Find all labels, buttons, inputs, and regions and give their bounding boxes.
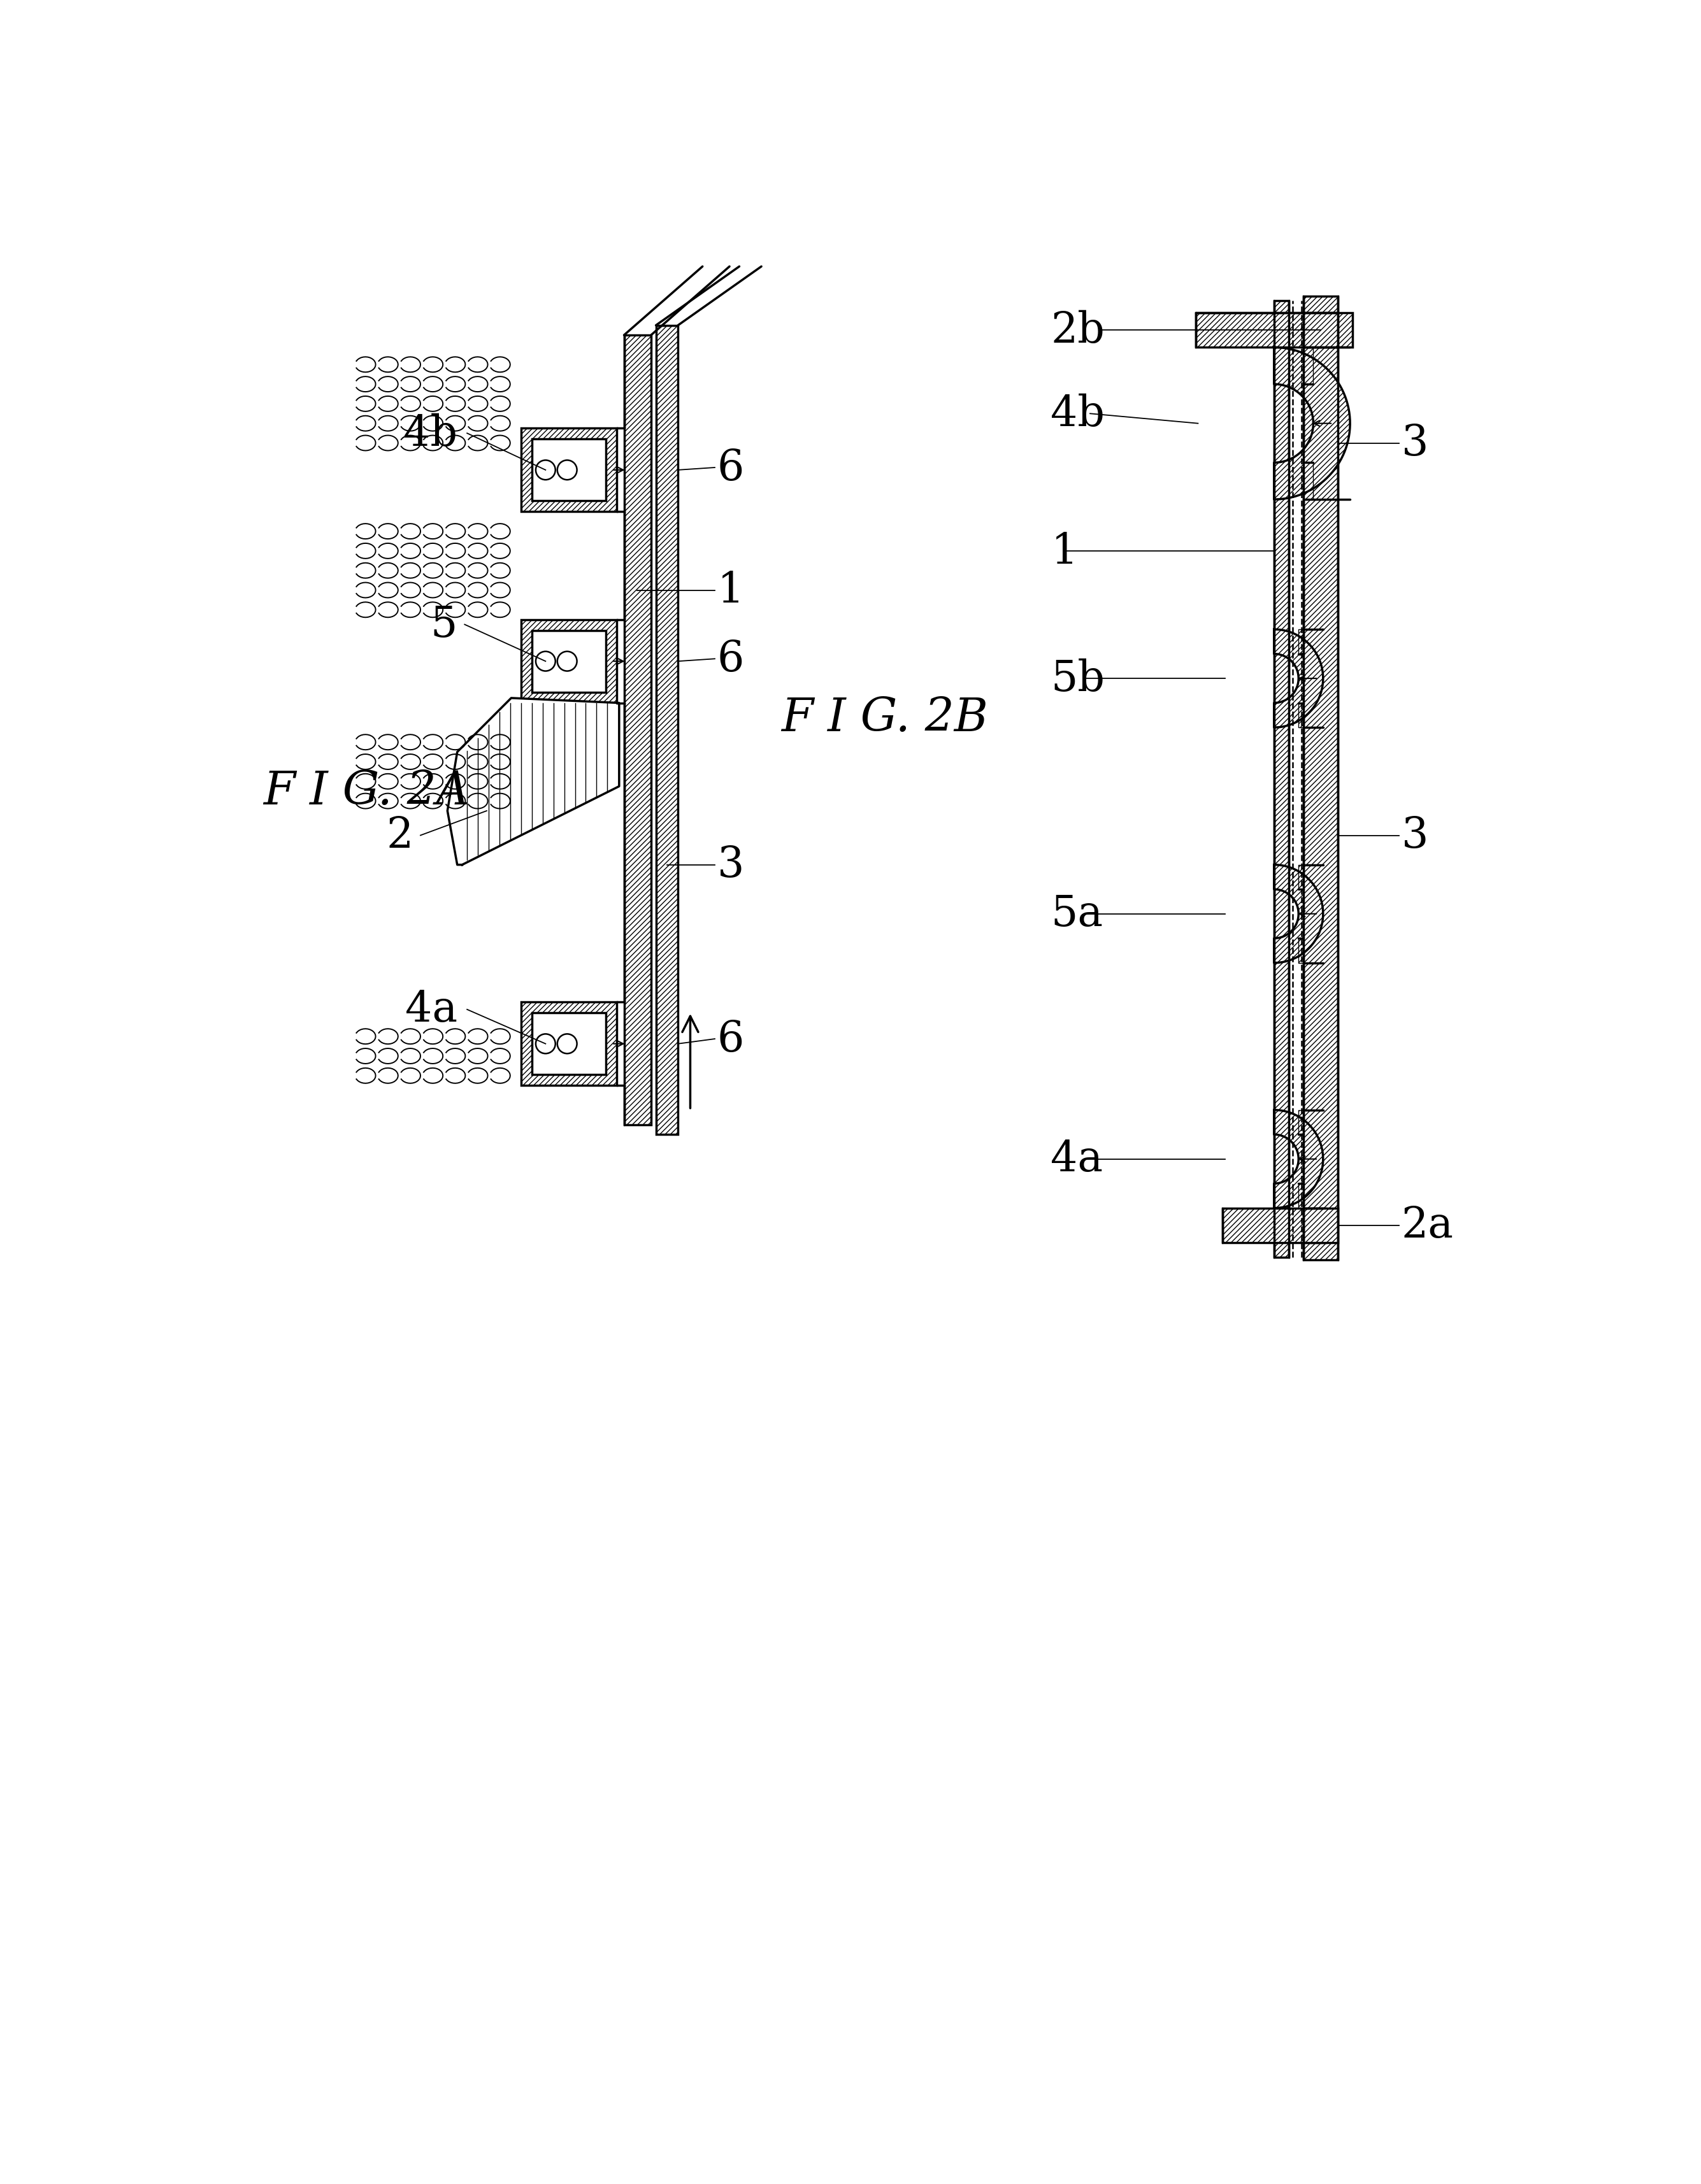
Polygon shape [1274,347,1351,500]
Text: 1: 1 [718,570,745,612]
Text: 5b: 5b [1051,657,1106,699]
Bar [1298,939,1303,963]
Text: 6: 6 [718,638,745,679]
Text: 6: 6 [718,1018,745,1059]
Text: 2a: 2a [1402,1206,1454,1247]
Polygon shape [1274,629,1323,727]
Bar [1303,500,1337,629]
Bar [1303,963,1337,1109]
Bar [1303,297,1337,1260]
Polygon shape [1274,629,1323,727]
Polygon shape [1274,865,1323,963]
Circle shape [536,461,555,480]
Text: 4b: 4b [1051,393,1106,435]
Text: 3: 3 [1402,815,1429,856]
Bar [532,1013,606,1075]
Circle shape [536,651,555,670]
Circle shape [536,1035,555,1055]
Bar [1303,297,1337,347]
Bar [521,1002,617,1085]
Polygon shape [1274,347,1351,500]
Bar [624,336,651,1125]
Text: 5a: 5a [1051,893,1104,935]
Bar [521,428,617,511]
Polygon shape [1274,865,1323,963]
Polygon shape [447,699,619,865]
Bar [1298,1109,1303,1136]
Circle shape [558,461,577,480]
Text: 6: 6 [718,448,745,489]
Bar [1298,1184,1303,1208]
Bar [1303,463,1313,500]
Bar [521,620,617,703]
Circle shape [558,651,577,670]
Text: 3: 3 [1402,424,1429,465]
Text: F I G. 2B: F I G. 2B [781,695,988,740]
Text: 5: 5 [430,605,458,646]
Bar [1298,703,1303,727]
Bar [1303,1208,1337,1260]
Bar [1298,865,1303,889]
Bar [1303,1208,1337,1243]
Text: 4a: 4a [1051,1138,1104,1179]
Bar [657,325,679,1136]
Text: 3: 3 [718,845,745,887]
Text: 4b: 4b [403,413,458,454]
Bar [1274,301,1289,1258]
Text: 1: 1 [1051,531,1078,572]
Bar [1298,629,1303,655]
Bar [532,439,606,502]
Text: F I G. 2A: F I G. 2A [264,769,469,815]
Bar [1303,314,1337,347]
Text: 2: 2 [386,815,413,856]
Polygon shape [1274,1109,1323,1208]
Bar [1196,314,1352,347]
Text: 4a: 4a [405,989,458,1031]
Bar [532,631,606,692]
Bar [1223,1208,1325,1243]
Polygon shape [1274,1109,1323,1208]
Circle shape [558,1035,577,1055]
Bar [1303,347,1313,384]
Text: 2b: 2b [1051,310,1106,352]
Bar [1303,727,1337,865]
